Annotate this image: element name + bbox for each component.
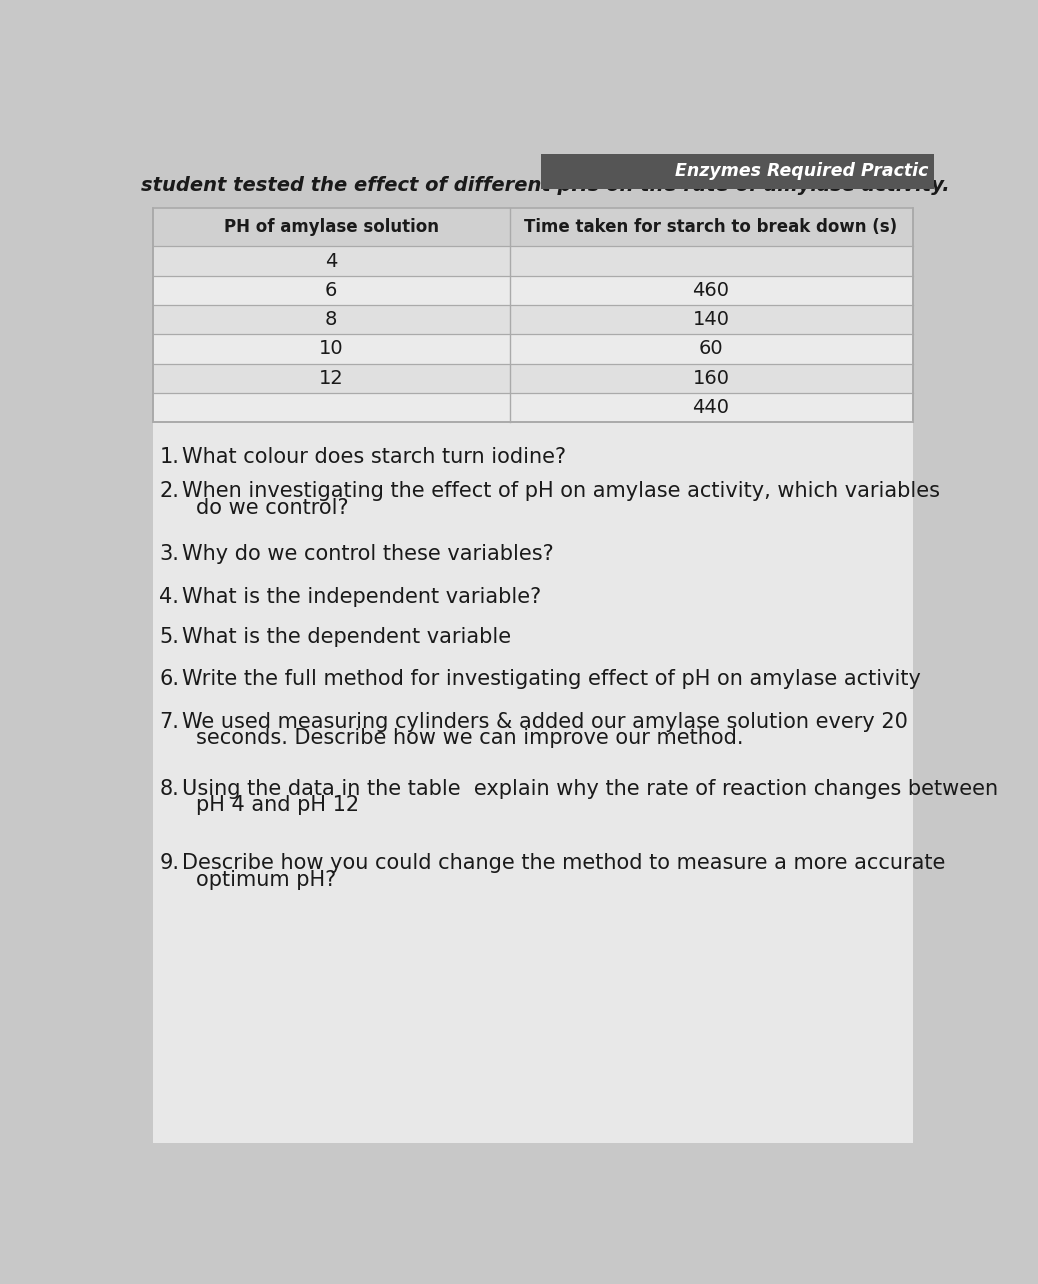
Text: 9.: 9.: [159, 854, 180, 873]
Text: Enzymes Required Practic: Enzymes Required Practic: [675, 162, 928, 180]
Text: What is the independent variable?: What is the independent variable?: [183, 587, 542, 607]
FancyBboxPatch shape: [153, 334, 912, 363]
FancyBboxPatch shape: [153, 247, 912, 276]
Text: 3.: 3.: [159, 544, 180, 565]
Text: 5.: 5.: [159, 627, 180, 647]
Text: PH of amylase solution: PH of amylase solution: [224, 218, 439, 236]
Text: 140: 140: [692, 311, 730, 329]
Text: 160: 160: [692, 369, 730, 388]
Text: 12: 12: [319, 369, 344, 388]
Text: 60: 60: [699, 339, 723, 358]
Text: 4: 4: [325, 252, 337, 271]
Text: 8.: 8.: [159, 778, 179, 799]
FancyBboxPatch shape: [153, 208, 912, 1143]
Text: When investigating the effect of pH on amylase activity, which variables: When investigating the effect of pH on a…: [183, 482, 940, 501]
Text: student tested the effect of different pHs on the rate of amylase activity.: student tested the effect of different p…: [141, 176, 950, 195]
Text: 10: 10: [319, 339, 344, 358]
Text: pH 4 and pH 12: pH 4 and pH 12: [195, 796, 359, 815]
FancyBboxPatch shape: [153, 276, 912, 306]
Text: 6.: 6.: [159, 669, 180, 690]
Text: 440: 440: [692, 398, 730, 417]
FancyBboxPatch shape: [153, 393, 912, 422]
Text: Describe how you could change the method to measure a more accurate: Describe how you could change the method…: [183, 854, 946, 873]
Text: 1.: 1.: [159, 447, 180, 466]
Text: 2.: 2.: [159, 482, 180, 501]
Text: Using the data in the table  explain why the rate of reaction changes between: Using the data in the table explain why …: [183, 778, 999, 799]
Text: We used measuring cylinders & added our amylase solution every 20: We used measuring cylinders & added our …: [183, 711, 908, 732]
FancyBboxPatch shape: [153, 208, 912, 247]
Text: seconds. Describe how we can improve our method.: seconds. Describe how we can improve our…: [195, 728, 743, 749]
Text: Why do we control these variables?: Why do we control these variables?: [183, 544, 554, 565]
Text: do we control?: do we control?: [195, 498, 349, 519]
Text: What colour does starch turn iodine?: What colour does starch turn iodine?: [183, 447, 567, 466]
Text: 6: 6: [325, 281, 337, 300]
Text: 4.: 4.: [159, 587, 180, 607]
Text: Write the full method for investigating effect of pH on amylase activity: Write the full method for investigating …: [183, 669, 922, 690]
Text: What is the dependent variable: What is the dependent variable: [183, 627, 512, 647]
Text: Time taken for starch to break down (s): Time taken for starch to break down (s): [524, 218, 898, 236]
Text: 7.: 7.: [159, 711, 180, 732]
Text: 8: 8: [325, 311, 337, 329]
FancyBboxPatch shape: [153, 306, 912, 334]
Polygon shape: [541, 154, 934, 189]
FancyBboxPatch shape: [153, 363, 912, 393]
Text: 460: 460: [692, 281, 730, 300]
Text: optimum pH?: optimum pH?: [195, 871, 336, 890]
